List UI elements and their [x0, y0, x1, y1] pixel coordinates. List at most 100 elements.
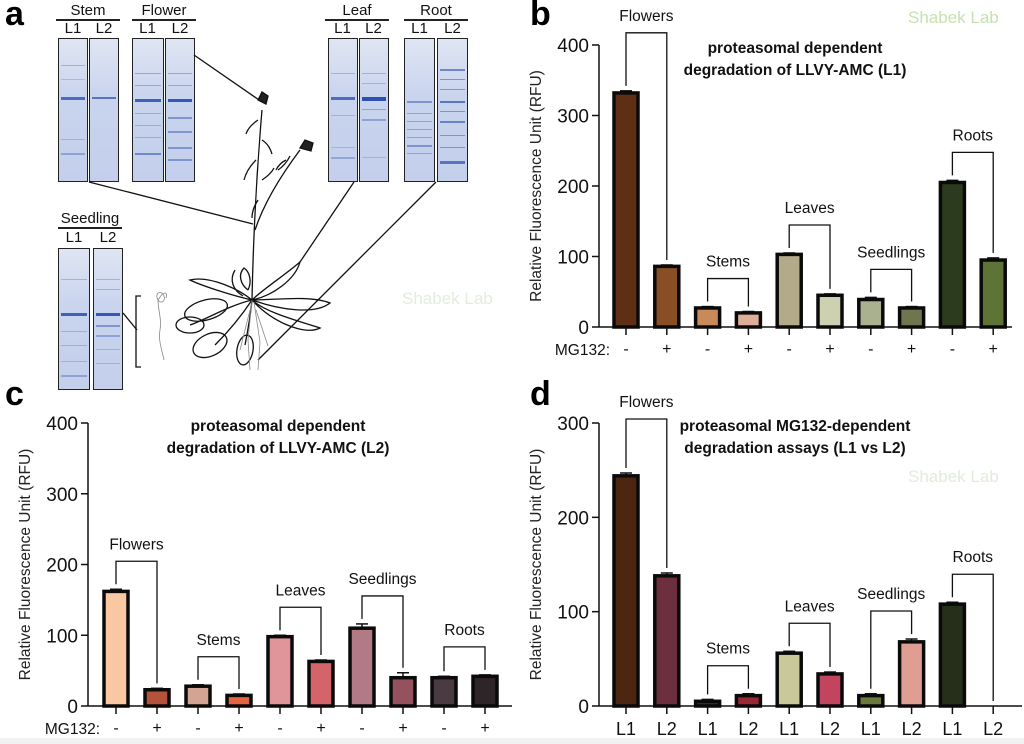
panel-a-letter: a — [5, 0, 24, 33]
chart-title-line: proteasomal MG132-dependent — [680, 418, 911, 435]
gel-band — [92, 97, 116, 99]
x-tick-label: L2 — [657, 719, 677, 739]
lane-label: L2 — [99, 229, 117, 246]
gel-band — [440, 161, 465, 164]
bar — [857, 297, 885, 329]
gel-title-root: Root — [404, 3, 468, 21]
x-tick-label: + — [744, 341, 753, 358]
connector-stem — [88, 181, 254, 225]
significance-bracket — [443, 646, 486, 672]
gel-band — [331, 73, 355, 74]
bar — [184, 684, 212, 708]
y-tick-label: 300 — [557, 107, 589, 128]
y-tick-label: 300 — [557, 414, 589, 435]
x-tick-label: L1 — [698, 719, 718, 739]
y-tick-label: 100 — [557, 603, 589, 624]
y-tick-label: 200 — [557, 508, 589, 529]
x-prefix-label: MG132: — [45, 721, 100, 738]
connector-leaf — [299, 181, 355, 263]
significance-bracket — [951, 573, 994, 701]
gel-band — [440, 79, 465, 80]
gel-band — [96, 325, 120, 327]
lane-label: L2 — [444, 20, 461, 37]
gel-band — [61, 139, 85, 140]
gel-band — [61, 361, 87, 362]
gel-title-leaf: Leaf — [325, 3, 389, 21]
gel-band — [96, 335, 120, 337]
gel-band — [96, 289, 120, 290]
group-label: Flowers — [619, 394, 674, 411]
gel-band — [135, 73, 161, 74]
bar — [979, 258, 1007, 329]
gel-band — [331, 147, 355, 148]
gel-band — [168, 85, 192, 86]
gel-lane-seedling-l1 — [58, 248, 90, 390]
bar — [816, 293, 844, 329]
bar — [102, 589, 130, 708]
gel-band — [61, 331, 87, 332]
x-tick-label: - — [950, 341, 955, 358]
gel-title-flower: Flower — [132, 3, 196, 21]
gel-band — [135, 125, 161, 126]
x-tick-label: - — [705, 341, 710, 358]
lane-label: L2 — [95, 20, 113, 37]
bar — [775, 651, 803, 708]
bar — [348, 626, 376, 708]
bar — [938, 602, 967, 708]
x-tick-label: - — [195, 720, 200, 737]
watermark-a: Shabek Lab — [402, 289, 493, 308]
gel-band — [440, 101, 465, 103]
x-tick-label: + — [662, 341, 671, 358]
bar — [143, 687, 171, 708]
group-label: Leaves — [785, 200, 835, 217]
significance-bracket — [788, 224, 831, 289]
y-tick-label: 200 — [557, 177, 589, 198]
group-label: Seedlings — [857, 244, 925, 261]
gel-band — [407, 101, 432, 103]
bar — [693, 699, 722, 708]
y-axis-label: Relative Fluorescence Unit (RFU) — [528, 70, 545, 302]
gel-band — [440, 135, 465, 136]
gel-band — [440, 111, 465, 112]
gel-band — [61, 153, 85, 155]
x-tick-label: + — [316, 720, 325, 737]
group-label: Leaves — [785, 598, 835, 615]
gel-band — [362, 109, 386, 110]
y-axis-label: Relative Fluorescence Unit (RFU) — [528, 449, 545, 681]
x-tick-label: - — [441, 720, 446, 737]
x-tick-label: L2 — [983, 719, 1003, 739]
bar — [612, 474, 640, 708]
x-tick-label: + — [152, 720, 161, 737]
x-tick-label: + — [989, 341, 998, 358]
group-label: Leaves — [276, 582, 326, 599]
lane-label: L1 — [411, 20, 428, 37]
x-tick-label: + — [907, 341, 916, 358]
gel-band — [168, 99, 192, 102]
watermark-b: Shabek Lab — [908, 8, 999, 27]
gel-band — [362, 157, 386, 158]
bar — [389, 675, 417, 708]
x-tick-label: - — [787, 341, 792, 358]
y-tick-label: 200 — [46, 556, 78, 577]
significance-bracket — [361, 595, 404, 668]
x-tick-label: + — [480, 720, 489, 737]
y-tick-label: 100 — [46, 626, 78, 647]
gel-band — [168, 117, 192, 119]
gel-band — [135, 153, 161, 155]
gel-band — [407, 137, 432, 138]
gel-lane-root-l1 — [404, 38, 435, 182]
group-label: Roots — [953, 127, 994, 144]
gel-band — [440, 121, 465, 123]
chart-title-line: degradation of LLVY-AMC (L2) — [167, 440, 390, 457]
x-tick-label: L2 — [738, 719, 758, 739]
gel-lane-root-l2 — [437, 38, 468, 182]
gel-band — [362, 97, 386, 101]
x-tick-label: L1 — [616, 719, 636, 739]
bar — [653, 574, 681, 708]
gel-lane-leaf-l1 — [328, 38, 358, 182]
bar — [938, 180, 967, 329]
gel-band — [440, 69, 465, 71]
